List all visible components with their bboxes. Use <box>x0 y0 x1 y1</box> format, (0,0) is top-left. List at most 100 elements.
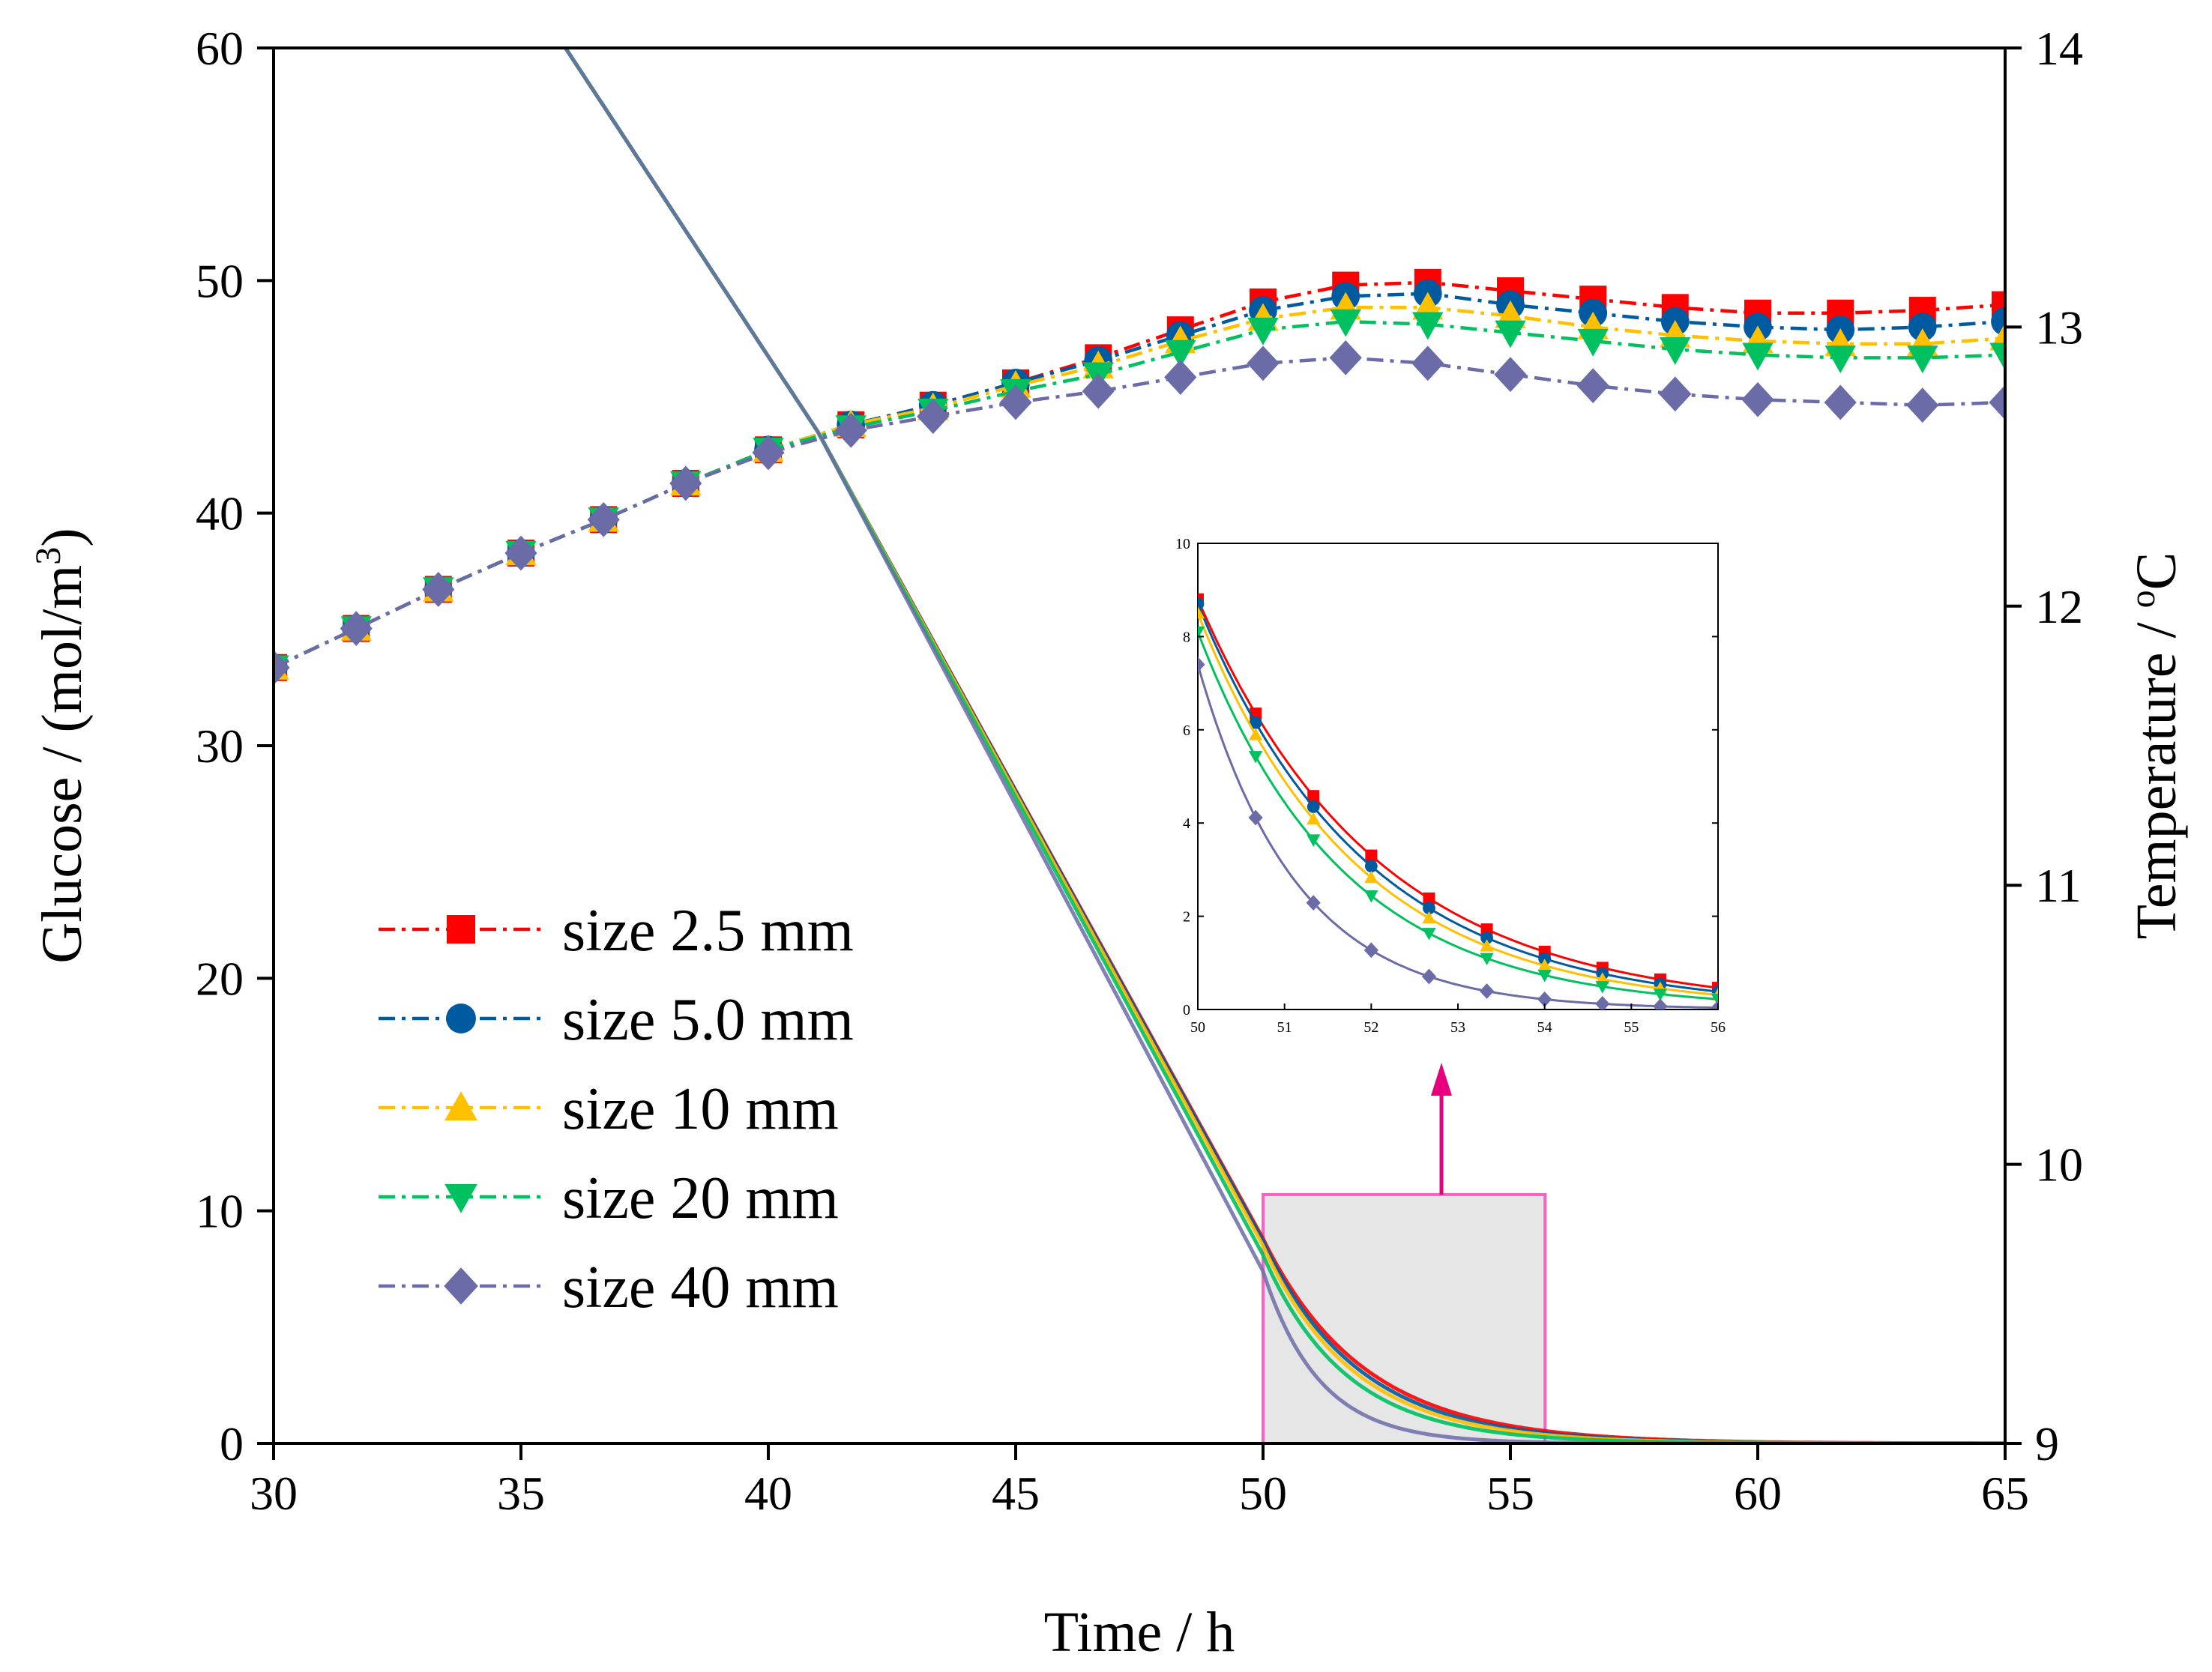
inset-point <box>1423 902 1435 915</box>
x-tick-label: 40 <box>744 1467 792 1520</box>
temperature-point <box>1247 317 1279 345</box>
inset-point <box>1307 834 1321 847</box>
inset-point <box>1480 953 1494 966</box>
legend-item-1: size 2.5 mm <box>379 898 854 964</box>
left-axis-title-text: Glucose / (mol/m <box>31 565 94 964</box>
inset-x-tick-label: 56 <box>1711 1019 1726 1036</box>
right-y-tick-label: 10 <box>2035 1138 2083 1192</box>
inset-point <box>1595 996 1610 1009</box>
inset-point <box>1307 790 1320 803</box>
legend-item-4: size 20 mm <box>379 1165 839 1231</box>
inset-point <box>1198 606 1205 619</box>
inset-point <box>1711 1000 1718 1009</box>
glucose-line-5 <box>564 48 2005 1443</box>
temperature-point <box>834 412 867 448</box>
temperature-point <box>669 465 702 501</box>
temperature-point <box>1411 345 1444 381</box>
temperature-point <box>1741 381 1774 417</box>
temperature-line-4 <box>274 319 2005 669</box>
inset-point <box>1307 800 1320 813</box>
left-y-tick-label: 0 <box>220 1417 244 1470</box>
inset-curves <box>1198 593 1718 1009</box>
temperature-point <box>917 399 950 434</box>
inset-y-tick-label: 8 <box>1183 629 1190 645</box>
temperature-line-1 <box>274 280 2005 669</box>
inset-point <box>1363 942 1378 959</box>
temperature-point <box>1908 313 1937 342</box>
legend-marker <box>447 915 475 944</box>
inset-point <box>1306 895 1321 911</box>
x-tick-label: 35 <box>497 1467 545 1520</box>
temperature-point <box>999 384 1032 420</box>
inset-x-tick-label: 52 <box>1363 1019 1378 1036</box>
inset-point <box>1595 981 1610 994</box>
x-axis-title: Time / h <box>1044 1601 1235 1664</box>
legend-item-2: size 5.0 mm <box>379 987 854 1053</box>
temperature-point <box>1164 360 1197 395</box>
right-y-tick-label: 13 <box>2035 301 2083 354</box>
inset-point <box>1364 860 1378 873</box>
inset-point <box>1249 716 1262 729</box>
legend-label: size 2.5 mm <box>562 898 854 964</box>
inset-point <box>1198 657 1205 673</box>
temperature-point <box>422 572 455 607</box>
inset-point <box>1479 983 1495 999</box>
inset-y-tick-label: 0 <box>1183 1002 1190 1018</box>
right-axis-title-superscript: o <box>2123 590 2163 608</box>
temperature-point <box>1742 342 1773 371</box>
temperature-line-5 <box>274 356 2005 669</box>
inset-x-tick-label: 54 <box>1537 1019 1552 1036</box>
zoom-arrow <box>1431 1063 1452 1195</box>
inset-y-tick-label: 2 <box>1183 909 1190 926</box>
legend-label: size 20 mm <box>562 1165 839 1231</box>
temperature-point <box>274 650 290 686</box>
inset-x-tick-label: 53 <box>1450 1019 1465 1036</box>
x-tick-label: 65 <box>1981 1467 2029 1520</box>
legend-label: size 10 mm <box>562 1076 839 1142</box>
inset-point <box>1248 728 1263 740</box>
inset-point <box>1364 890 1378 903</box>
x-tick-label: 30 <box>250 1467 298 1520</box>
left-y-tick-label: 30 <box>196 719 244 773</box>
temperature-point <box>1906 387 1939 423</box>
inset-line <box>1198 599 1718 989</box>
inset-point <box>1307 812 1321 825</box>
legend: size 2.5 mm size 5.0 mm size 10 mm size 20 … <box>379 898 854 1321</box>
inset-point <box>1537 959 1552 971</box>
temperature-series-4 <box>274 309 2005 683</box>
inset-line <box>1198 631 1718 1001</box>
temperature-point <box>1494 357 1527 393</box>
temperature-point <box>1329 339 1362 375</box>
inset-point <box>1198 626 1205 639</box>
legend-item-3: size 10 mm <box>379 1076 839 1142</box>
inset-y-tick-label: 10 <box>1175 536 1190 552</box>
temperature-point <box>1247 345 1280 381</box>
inset-point <box>1537 970 1552 983</box>
temperature-point <box>1659 376 1692 412</box>
temperature-point <box>1576 368 1609 404</box>
inset-point <box>1248 751 1263 764</box>
inset-point <box>1480 931 1493 944</box>
temperature-line-3 <box>274 306 2005 669</box>
inset-point <box>1423 892 1435 905</box>
temperature-point <box>752 435 785 471</box>
plot-frame <box>272 46 2007 1445</box>
inset-point <box>1422 928 1436 941</box>
inset-point <box>1364 870 1378 884</box>
temperature-point <box>587 501 620 537</box>
inset-x-tick-label: 51 <box>1277 1019 1292 1036</box>
temperature-point <box>1824 345 1856 374</box>
legend-marker <box>444 1091 477 1121</box>
inset-chart: 50 51 52 53 54 55 56 0 2 4 6 8 10 <box>1175 536 1726 1036</box>
left-y-tick-label: 50 <box>196 254 244 307</box>
temperature-point <box>1577 328 1609 357</box>
inset-point <box>1537 991 1552 1007</box>
right-y-tick-label: 14 <box>2035 22 2083 75</box>
left-y-tick-label: 10 <box>196 1185 244 1238</box>
temperature-point <box>1495 320 1526 348</box>
inset-series-4 <box>1198 626 1718 1006</box>
inset-point <box>1480 939 1494 952</box>
temperature-point <box>1412 312 1444 340</box>
